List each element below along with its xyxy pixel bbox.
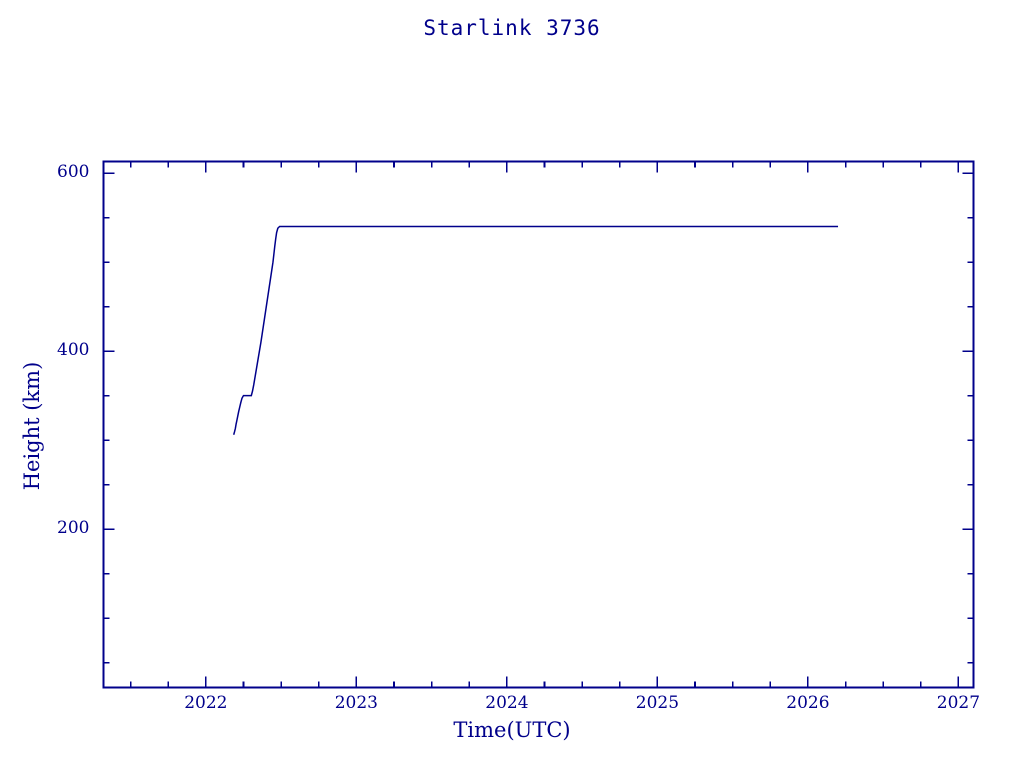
plot-frame <box>102 160 975 689</box>
x-tick-label: 2023 <box>334 693 378 713</box>
data-series-line <box>232 225 839 435</box>
x-tick-label: 2027 <box>936 693 981 713</box>
x-tick-label: 2022 <box>184 693 228 713</box>
x-tick-label: 2025 <box>635 693 680 713</box>
y-tick-label: 200 <box>57 518 90 539</box>
chart-title: Starlink 3736 <box>423 16 601 40</box>
x-tick-label: 2024 <box>485 693 529 713</box>
y-tick-label: 600 <box>57 162 90 183</box>
y-tick-label: 400 <box>57 340 90 361</box>
x-tick-label: 2026 <box>786 693 830 713</box>
x-axis-title: Time(UTC) <box>453 718 571 742</box>
